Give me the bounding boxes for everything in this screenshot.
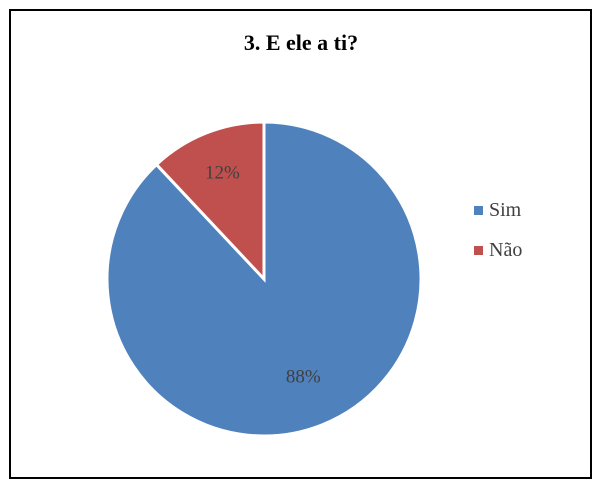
- chart-title: 3. E ele a ti?: [243, 30, 359, 55]
- legend-label-sim: Sim: [489, 198, 522, 221]
- legend: Sim Não: [474, 190, 522, 270]
- data-label-nao: 12%: [205, 162, 240, 183]
- legend-item-nao: Não: [474, 230, 522, 270]
- legend-item-sim: Sim: [474, 190, 522, 230]
- legend-swatch-nao: [474, 245, 483, 255]
- legend-label-nao: Não: [489, 238, 523, 261]
- pie-slice-nao: [154, 120, 266, 283]
- legend-swatch-sim: [474, 205, 483, 215]
- data-label-sim: 88%: [286, 367, 321, 388]
